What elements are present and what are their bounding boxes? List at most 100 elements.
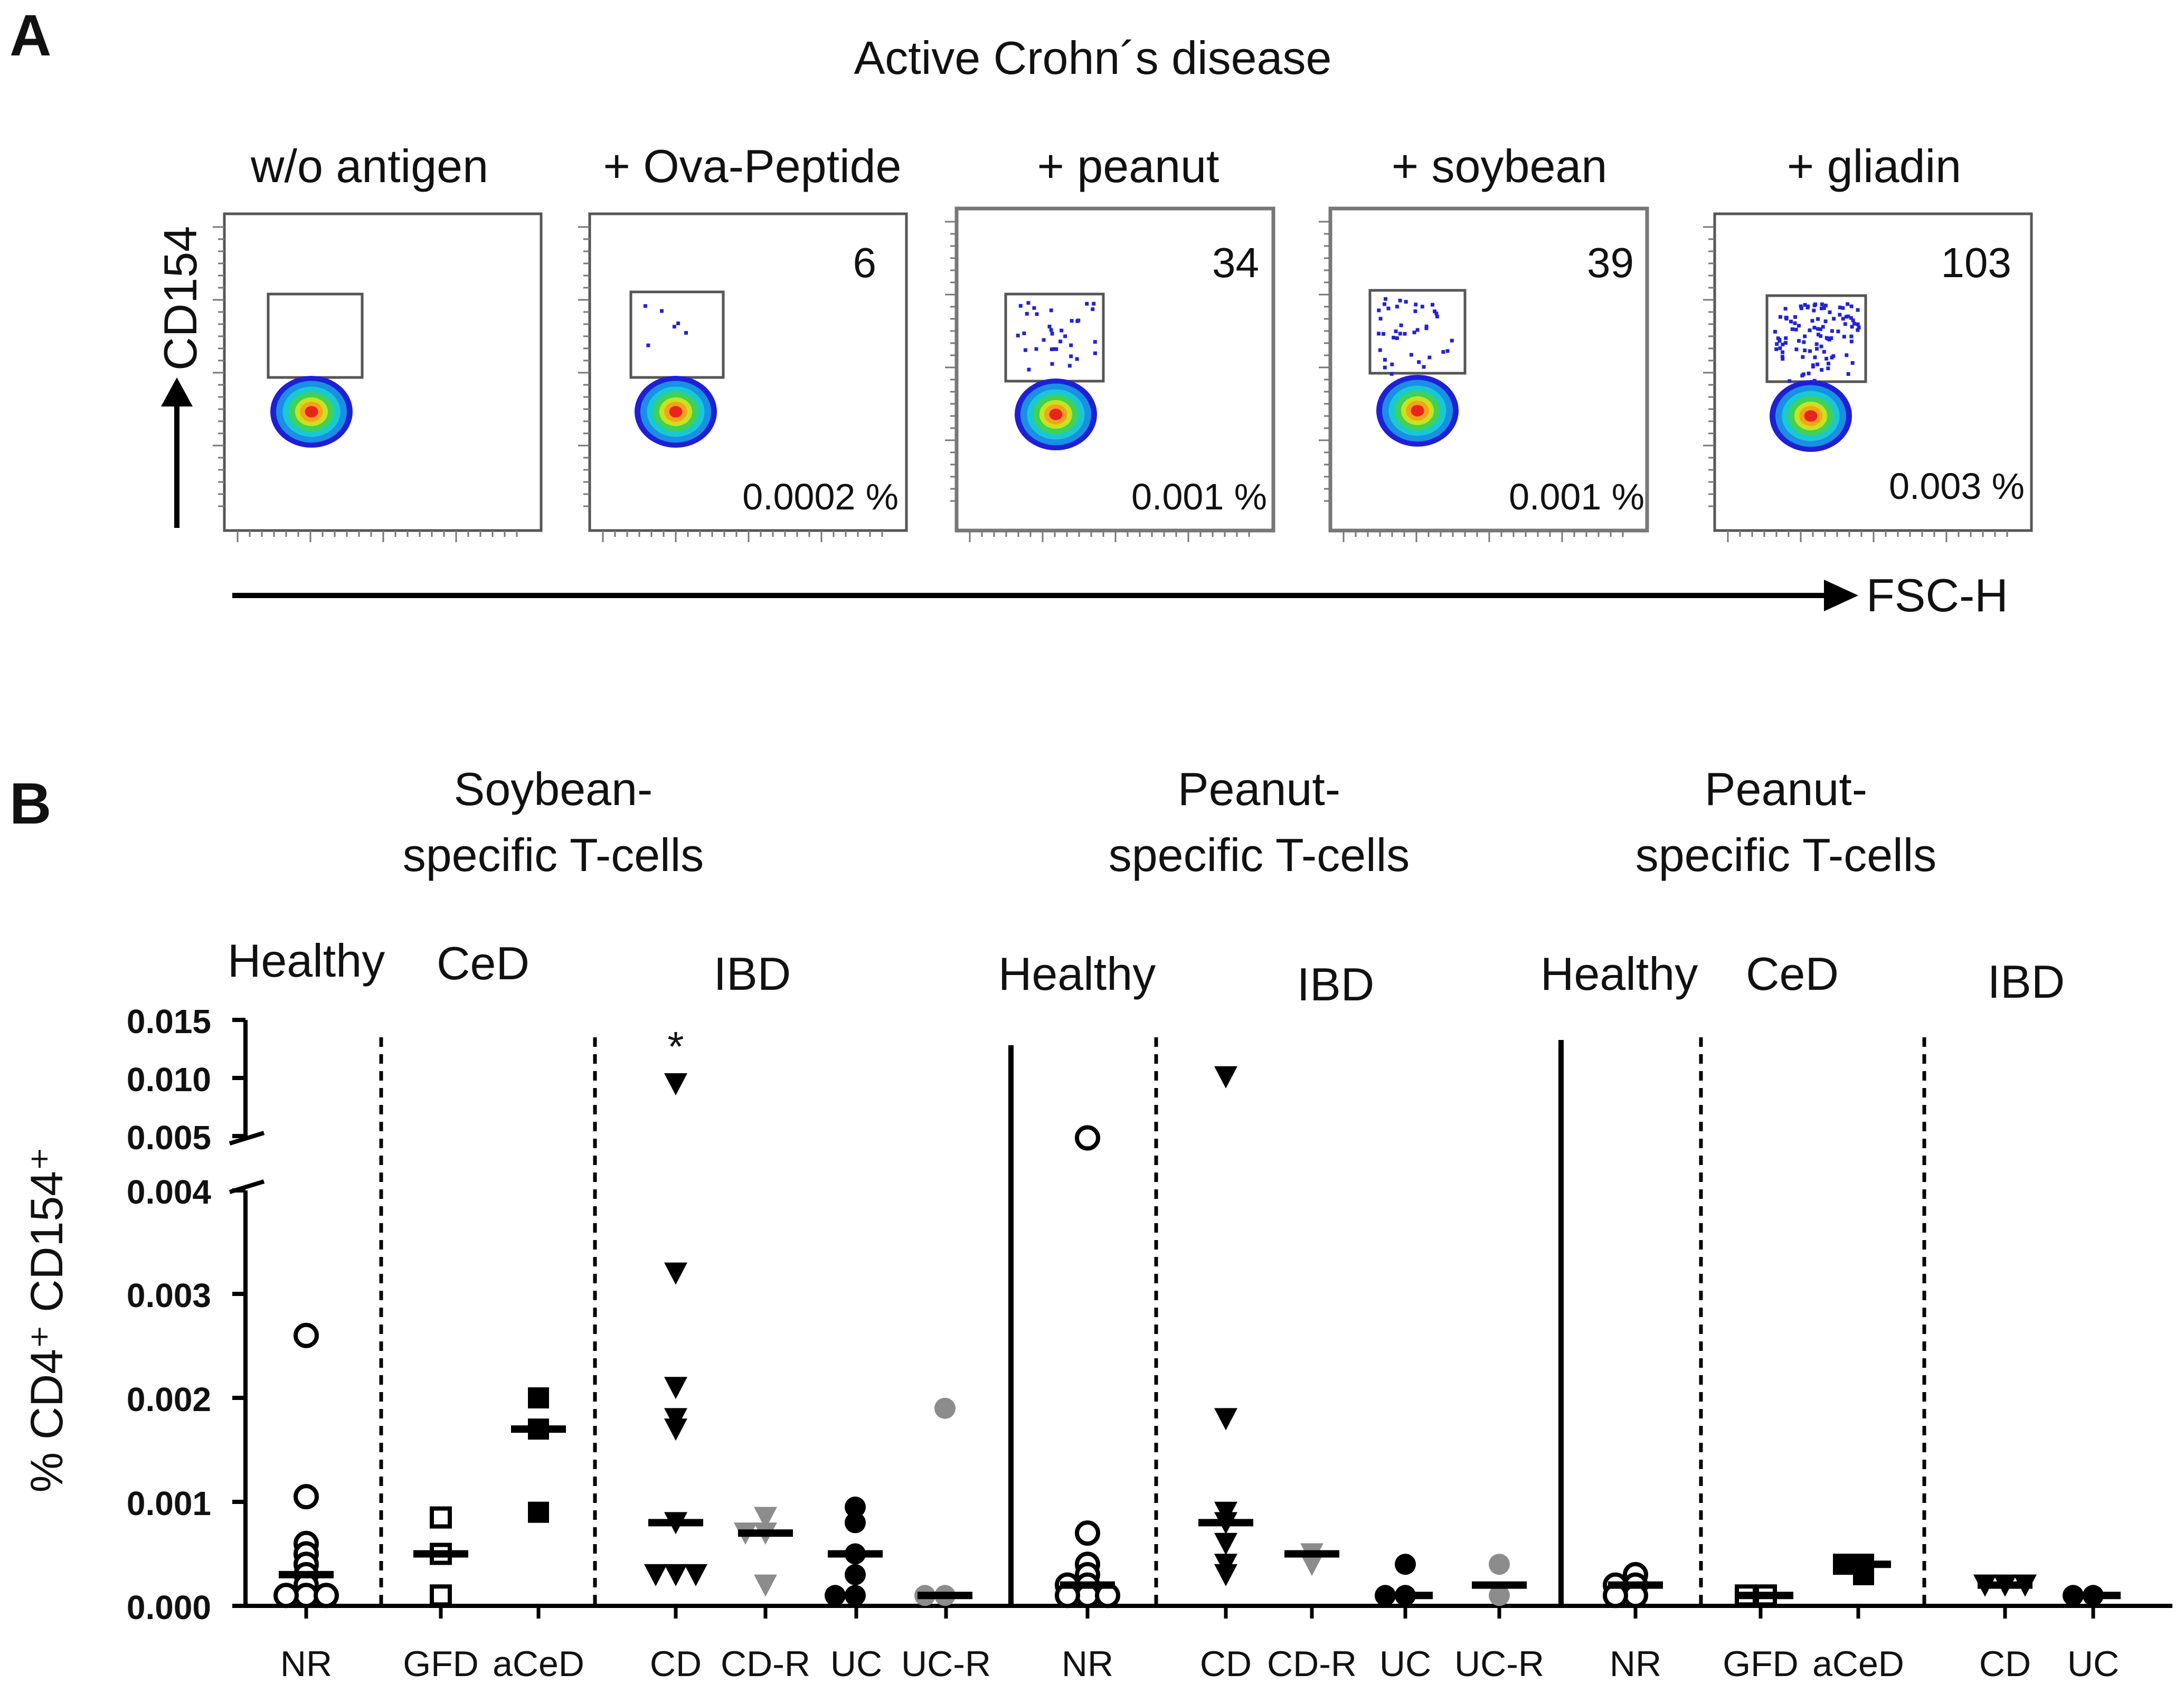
gated-event <box>1802 340 1806 344</box>
gated-event <box>1811 363 1815 367</box>
data-point <box>1300 1554 1323 1576</box>
flow-plot-2-frame <box>588 212 908 532</box>
gated-event <box>1058 339 1063 344</box>
gated-event <box>1384 297 1387 301</box>
gated-event <box>684 331 688 335</box>
gated-event <box>1808 349 1812 353</box>
gated-event <box>1803 334 1807 338</box>
category-label-cd: CD <box>1979 1644 2031 1684</box>
gated-event <box>1788 379 1792 383</box>
gated-event <box>1445 349 1450 353</box>
gated-event <box>1821 325 1825 329</box>
gated-event <box>1849 334 1854 338</box>
section-label-ced-1: CeD <box>437 937 530 989</box>
gated-event <box>1032 306 1036 310</box>
gated-event <box>1427 355 1432 359</box>
data-point <box>684 1564 707 1586</box>
gated-event <box>1085 301 1089 306</box>
gated-event <box>1793 321 1797 325</box>
gated-event <box>1810 319 1814 323</box>
data-point <box>1214 1532 1237 1555</box>
series-nr <box>1055 1125 1120 1609</box>
gated-event <box>1394 329 1398 334</box>
data-point <box>664 1377 687 1399</box>
category-label-gfd: GFD <box>1723 1644 1799 1684</box>
series-cd-r <box>1284 1543 1339 1576</box>
gated-event <box>1849 339 1854 344</box>
group-2-title-line2: specific T-cells <box>1109 829 1410 881</box>
axis-break-mark-upper <box>229 1131 265 1146</box>
section-label-ibd-3: IBD <box>1988 955 2065 1008</box>
category-label-uc-r: UC-R <box>1454 1644 1544 1684</box>
data-point <box>1214 1564 1237 1586</box>
gated-event <box>1827 362 1830 366</box>
data-point <box>825 1585 846 1606</box>
flow-plot-3-frame <box>954 206 1275 533</box>
series-cd-r <box>734 1507 793 1597</box>
flow-plot-5-density <box>1770 302 1861 452</box>
gated-event <box>1820 368 1824 372</box>
flow-plot-3-count: 34 <box>1212 239 1259 286</box>
series-cd <box>1198 1066 1253 1586</box>
flow-plot-2-count: 6 <box>853 239 877 286</box>
gated-event <box>1389 372 1394 376</box>
flow-plot-3-percent: 0.001 % <box>1131 476 1267 517</box>
gated-event <box>1808 328 1812 333</box>
gated-event <box>1851 318 1855 323</box>
data-point <box>1489 1585 1510 1606</box>
density-contour <box>305 406 318 418</box>
density-contour <box>669 406 683 418</box>
density-contour <box>1411 405 1424 417</box>
gated-event <box>1403 332 1407 336</box>
gated-event <box>1092 301 1096 306</box>
gated-event <box>1852 321 1856 326</box>
gated-event <box>1778 315 1782 319</box>
gated-event <box>1823 319 1828 324</box>
category-label-aced: aCeD <box>1812 1644 1904 1684</box>
data-point <box>314 1583 339 1609</box>
y-tick-label: 0.004 <box>127 1173 212 1211</box>
section-label-healthy-3: Healthy <box>1540 948 1698 1000</box>
gated-event <box>1794 327 1798 332</box>
gated-event <box>1435 315 1439 319</box>
gated-event <box>1816 333 1820 337</box>
group-1-title-line2: specific T-cells <box>403 829 704 881</box>
flow-plot-2: + Ova-Peptide 6 0.0002 % <box>588 140 908 532</box>
gated-event <box>1849 304 1854 308</box>
gated-event <box>1801 372 1805 376</box>
gated-event <box>1026 301 1030 305</box>
flow-plot-4-count: 39 <box>1587 239 1634 286</box>
gated-event <box>1093 340 1097 344</box>
series-cd <box>1973 1574 2037 1597</box>
gated-event <box>1091 307 1095 311</box>
gated-event <box>1820 302 1824 306</box>
data-point <box>644 1564 667 1586</box>
category-label-aced: aCeD <box>493 1644 584 1684</box>
flow-plot-3: + peanut 34 0.001 % <box>954 140 1275 533</box>
gated-event <box>1052 347 1056 351</box>
gated-event <box>1404 300 1408 304</box>
gated-event <box>1390 362 1394 366</box>
gated-event <box>1856 322 1860 326</box>
gated-event <box>646 343 650 347</box>
gated-event <box>1412 330 1416 335</box>
gated-event <box>1377 308 1381 313</box>
section-label-ced-3: CeD <box>1746 948 1839 1000</box>
gated-event <box>1846 314 1850 318</box>
flow-plot-4: + soybean 39 0.001 % <box>1328 140 1649 533</box>
series-nr <box>273 1322 339 1609</box>
gated-event <box>1047 325 1052 329</box>
data-point <box>528 1387 549 1408</box>
group-3-title-line2: specific T-cells <box>1635 829 1937 881</box>
gated-event <box>1069 343 1073 347</box>
gated-event <box>1023 348 1027 352</box>
y-tick-label: 0.010 <box>127 1061 211 1099</box>
x-axis-label-fsc: FSC-H <box>1866 569 2008 621</box>
gated-event <box>1816 327 1820 331</box>
gated-event <box>1392 336 1396 339</box>
gated-event <box>1819 344 1823 348</box>
gated-event <box>1781 350 1784 354</box>
x-axis-arrowhead <box>1824 580 1858 611</box>
gated-event <box>1093 351 1097 355</box>
gated-event <box>1822 349 1826 354</box>
